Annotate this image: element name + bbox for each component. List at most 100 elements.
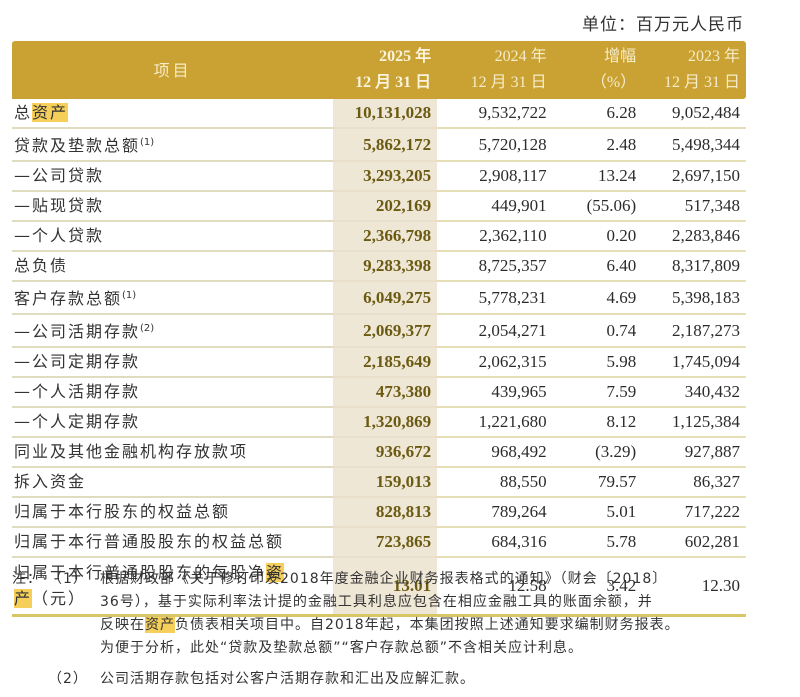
value-2023: 5,398,183 xyxy=(642,282,746,315)
value-change: 4.69 xyxy=(552,282,643,315)
header-change-unit: （%） xyxy=(552,70,643,99)
header-change: 增幅 xyxy=(552,41,643,70)
value-2025: 9,283,398 xyxy=(333,252,438,282)
search-highlight: 资产 xyxy=(145,617,175,633)
value-2023: 602,281 xyxy=(642,528,746,558)
footnote-1: 注： （1） 根据财政部《关于修订印发2018年度金融企业财务报表格式的通知》（… xyxy=(12,568,752,660)
value-2023: 2,697,150 xyxy=(642,162,746,192)
table-row: —公司贷款 3,293,205 2,908,117 13.24 2,697,15… xyxy=(12,162,746,192)
value-change: 5.98 xyxy=(552,348,643,378)
value-change: 0.74 xyxy=(552,315,643,348)
value-2023: 340,432 xyxy=(642,378,746,408)
value-2023: 2,283,846 xyxy=(642,222,746,252)
table-row: 拆入资金 159,013 88,550 79.57 86,327 xyxy=(12,468,746,498)
value-2023: 5,498,344 xyxy=(642,129,746,162)
value-change: 6.28 xyxy=(552,99,643,129)
table-row: 总负债 9,283,398 8,725,357 6.40 8,317,809 xyxy=(12,252,746,282)
table-row: —公司活期存款(2) 2,069,377 2,054,271 0.74 2,18… xyxy=(12,315,746,348)
value-2025: 10,131,028 xyxy=(333,99,438,129)
header-item: 项目 xyxy=(12,41,334,99)
value-2024: 2,062,315 xyxy=(437,348,553,378)
value-2023: 1,745,094 xyxy=(642,348,746,378)
value-change: 7.59 xyxy=(552,378,643,408)
footnote-number: （2） xyxy=(48,671,88,687)
value-2023: 8,317,809 xyxy=(642,252,746,282)
value-change: 5.78 xyxy=(552,528,643,558)
value-change: 8.12 xyxy=(552,408,643,438)
table-row: —个人定期存款 1,320,869 1,221,680 8.12 1,125,3… xyxy=(12,408,746,438)
notes-prefix: 注： xyxy=(12,571,42,587)
table-row: 总资产 10,131,028 9,532,722 6.28 9,052,484 xyxy=(12,99,746,129)
header-2023-date: 12 月 31 日 xyxy=(642,70,746,99)
value-2024: 968,492 xyxy=(437,438,553,468)
row-label: —贴现贷款 xyxy=(12,192,334,222)
value-change: 13.24 xyxy=(552,162,643,192)
financial-summary-table: 项目 2025 年 2024 年 增幅 2023 年 12 月 31 日 12 … xyxy=(12,41,746,617)
footnote-number: （1） xyxy=(48,571,88,587)
row-label: 归属于本行普通股股东的权益总额 xyxy=(12,528,334,558)
value-change: (3.29) xyxy=(552,438,643,468)
row-label: —个人活期存款 xyxy=(12,378,334,408)
row-label: 归属于本行普通股股东的每股净资 产（元） xyxy=(12,558,334,617)
value-2023: 717,222 xyxy=(642,498,746,528)
row-label: —个人定期存款 xyxy=(12,408,334,438)
value-change: 2.48 xyxy=(552,129,643,162)
header-2024-date: 12 月 31 日 xyxy=(437,70,553,99)
value-2024: 9,532,722 xyxy=(437,99,553,129)
value-2025: 3,293,205 xyxy=(333,162,438,192)
row-label: —公司定期存款 xyxy=(12,348,334,378)
header-row-1: 项目 2025 年 2024 年 增幅 2023 年 xyxy=(12,41,746,99)
value-2024: 2,908,117 xyxy=(437,162,553,192)
footnote-text: 公司活期存款包括对公客户活期存款和汇出及应解汇款。 xyxy=(100,671,475,687)
header-2025-year: 2025 年 xyxy=(333,41,438,70)
value-change: 79.57 xyxy=(552,468,643,498)
table-row: 归属于本行股东的权益总额 828,813 789,264 5.01 717,22… xyxy=(12,498,746,528)
value-2024: 12.58 xyxy=(437,558,553,617)
value-2024: 1,221,680 xyxy=(437,408,553,438)
row-label: 拆入资金 xyxy=(12,468,334,498)
table-row: —公司定期存款 2,185,649 2,062,315 5.98 1,745,0… xyxy=(12,348,746,378)
header-2023-year: 2023 年 xyxy=(642,41,746,70)
value-2025: 13.01 xyxy=(333,558,438,617)
value-2025: 2,185,649 xyxy=(333,348,438,378)
value-2025: 828,813 xyxy=(333,498,438,528)
row-label: —个人贷款 xyxy=(12,222,334,252)
value-2025: 1,320,869 xyxy=(333,408,438,438)
row-label: 总负债 xyxy=(12,252,334,282)
search-highlight: 资产 xyxy=(32,103,69,122)
table-row: 同业及其他金融机构存放款项 936,672 968,492 (3.29) 927… xyxy=(12,438,746,468)
value-2024: 789,264 xyxy=(437,498,553,528)
value-2024: 2,362,110 xyxy=(437,222,553,252)
value-change: 0.20 xyxy=(552,222,643,252)
value-2024: 2,054,271 xyxy=(437,315,553,348)
row-label: 客户存款总额(1) xyxy=(12,282,334,315)
value-change: 6.40 xyxy=(552,252,643,282)
value-2024: 449,901 xyxy=(437,192,553,222)
value-2024: 8,725,357 xyxy=(437,252,553,282)
header-2024-year: 2024 年 xyxy=(437,41,553,70)
footnotes: 注： （1） 根据财政部《关于修订印发2018年度金融企业财务报表格式的通知》（… xyxy=(12,568,752,691)
value-2023: 517,348 xyxy=(642,192,746,222)
value-2024: 5,720,128 xyxy=(437,129,553,162)
table-row: 客户存款总额(1) 6,049,275 5,778,231 4.69 5,398… xyxy=(12,282,746,315)
value-2023: 86,327 xyxy=(642,468,746,498)
unit-label: 单位：百万元人民币 xyxy=(582,15,744,35)
value-change: (55.06) xyxy=(552,192,643,222)
header-row-2: 12 月 31 日 12 月 31 日 （%） 12 月 31 日 xyxy=(12,70,746,99)
footnote-text: 根据财政部《关于修订印发2018年度金融企业财务报表格式的通知》（财会〔2018… xyxy=(100,571,680,656)
table-row: —个人贷款 2,366,798 2,362,110 0.20 2,283,846 xyxy=(12,222,746,252)
value-2025: 5,862,172 xyxy=(333,129,438,162)
value-2023: 9,052,484 xyxy=(642,99,746,129)
value-2025: 936,672 xyxy=(333,438,438,468)
value-2024: 88,550 xyxy=(437,468,553,498)
value-2025: 202,169 xyxy=(333,192,438,222)
row-label: 归属于本行股东的权益总额 xyxy=(12,498,334,528)
value-2025: 2,069,377 xyxy=(333,315,438,348)
table-row: —贴现贷款 202,169 449,901 (55.06) 517,348 xyxy=(12,192,746,222)
search-highlight: 产 xyxy=(14,589,33,608)
value-2023: 1,125,384 xyxy=(642,408,746,438)
value-change: 5.01 xyxy=(552,498,643,528)
value-2024: 5,778,231 xyxy=(437,282,553,315)
value-2025: 2,366,798 xyxy=(333,222,438,252)
table-row: 归属于本行普通股股东的权益总额 723,865 684,316 5.78 602… xyxy=(12,528,746,558)
